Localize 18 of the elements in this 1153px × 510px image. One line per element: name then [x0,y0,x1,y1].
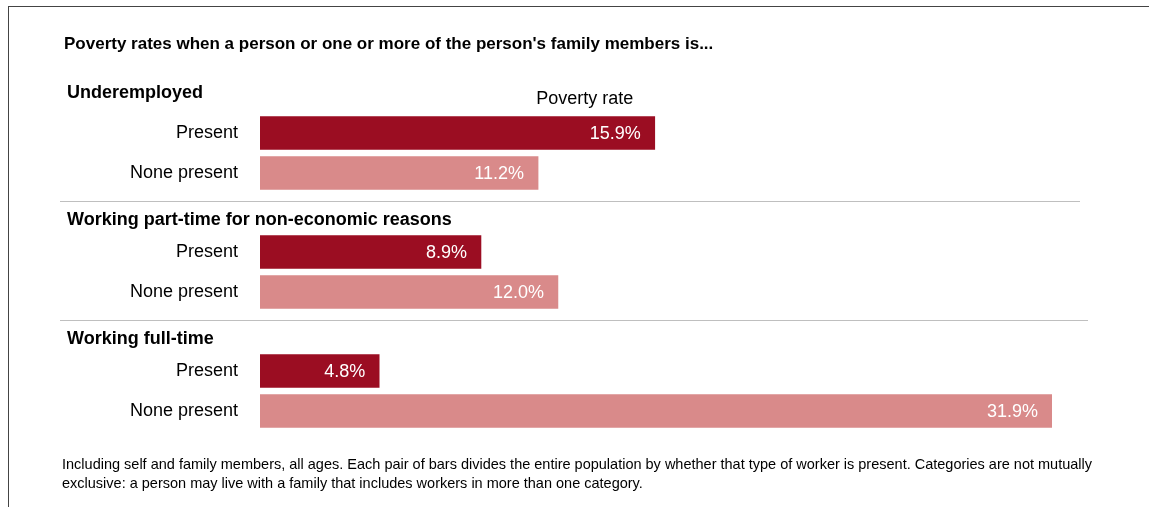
y-tick-label: Present [175,121,238,142]
text: Including self and family members, all ages. Each pair of bars divides the entire population by whether that type of worker is present. Categories are not mutually exclusive: a person may live with a family that includes workers in more than one category. [62,455,1094,493]
x-axis-title: Poverty rate [536,88,634,109]
y-tick-label: Present [175,359,238,380]
data-label: 11.2% [474,162,525,183]
y-tick-label: None present [129,399,238,420]
y-tick-label: None present [129,280,238,301]
y-tick-label: Present [175,240,238,261]
chart-title: Poverty rates when a person or one or more of the person's family members is... [64,34,714,54]
chart-subtitle: Working full-time [67,328,214,349]
data-label: 12.0% [492,281,544,302]
chart-subtitle: Working part-time for non-economic reasons [67,209,452,230]
data-label: 8.9% [425,241,467,262]
y-tick-label: None present [129,161,238,182]
chart-subtitle: Underemployed [67,82,204,103]
data-label: 4.8% [324,360,366,381]
data-label: 15.9% [589,122,641,143]
data-label: 31.9% [986,400,1038,421]
